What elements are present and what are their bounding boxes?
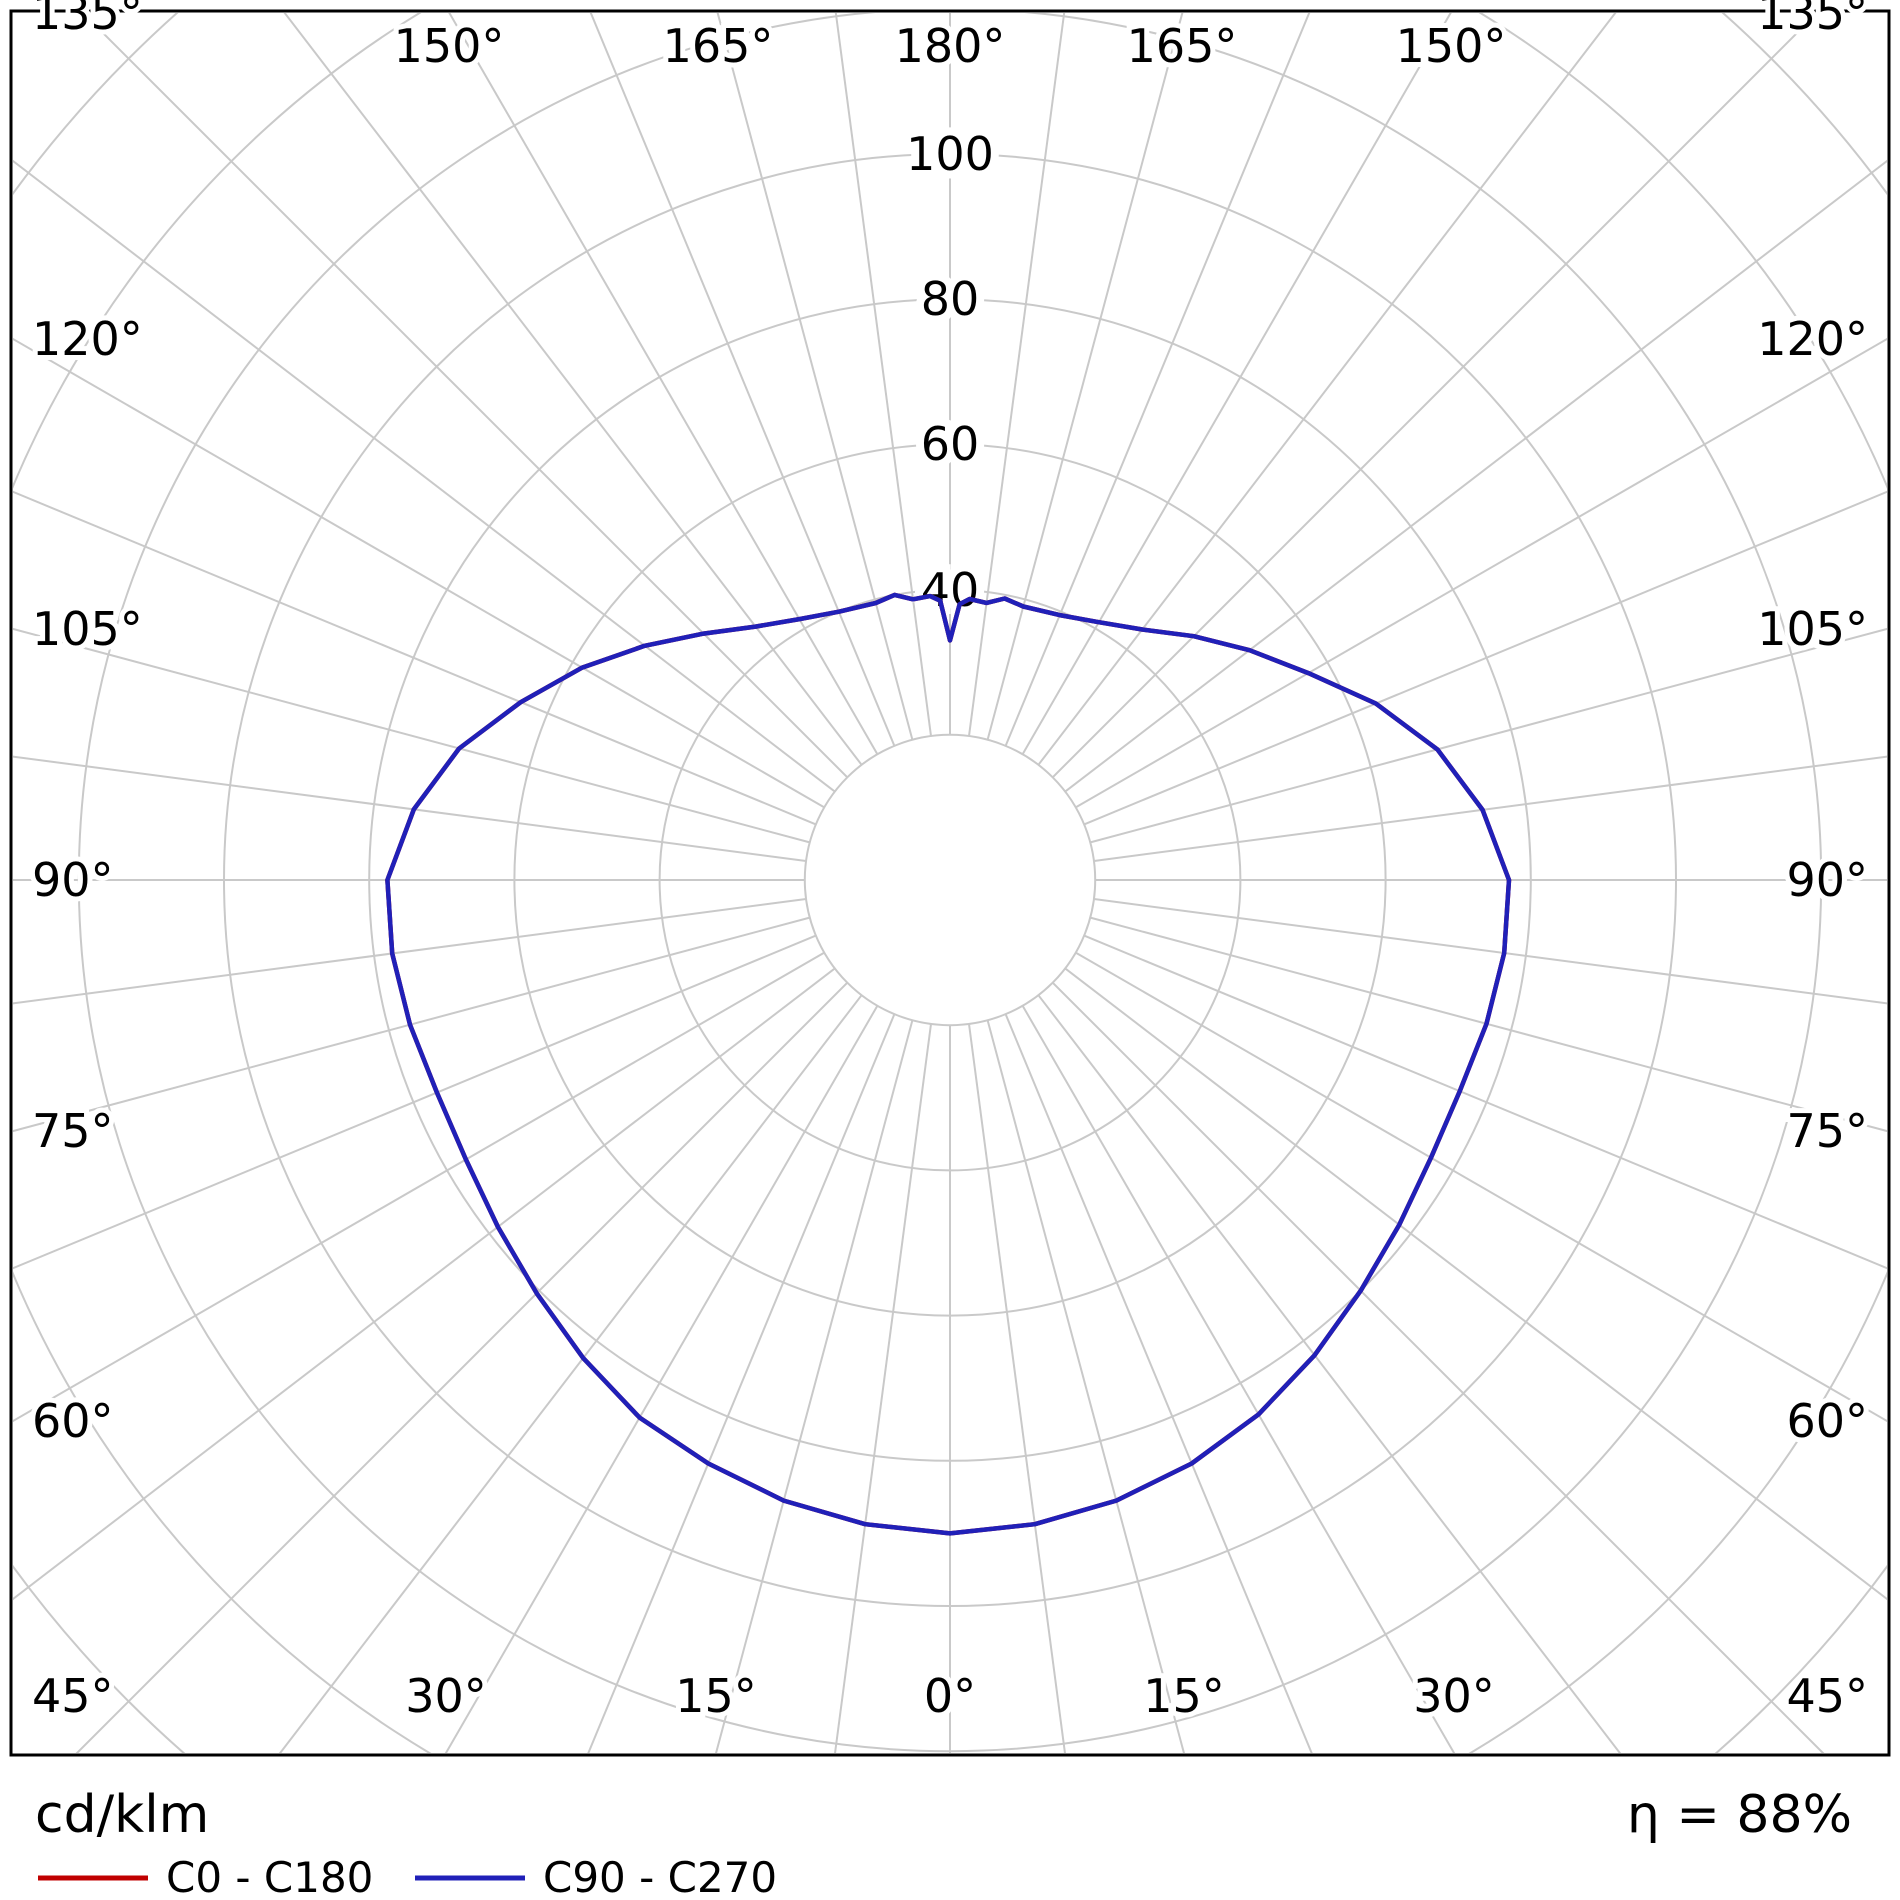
radial-tick-label: 40 — [921, 563, 980, 617]
grid-spoke — [13, 159, 836, 793]
grid-spoke — [13, 951, 825, 1423]
grid-spoke — [986, 1020, 1185, 1753]
grid-spoke — [13, 337, 825, 809]
grid-ring — [803, 733, 1097, 1027]
radial-tick-labels: 40 60 80 100 — [898, 119, 1002, 625]
radial-tick-label: 100 — [906, 127, 994, 181]
angle-label: 120° — [1757, 312, 1868, 366]
angle-label: 45° — [1786, 1669, 1868, 1723]
grid-spoke — [587, 1013, 896, 1753]
angle-label: 105° — [32, 602, 143, 656]
angle-label: 135° — [32, 0, 143, 40]
curve-C90-C270 — [385, 592, 1512, 1536]
grid-spoke — [448, 13, 879, 755]
grid-spoke — [75, 981, 849, 1753]
grid-spoke — [1021, 13, 1452, 755]
angle-label: 180° — [895, 19, 1006, 73]
grid-spoke — [1037, 13, 1617, 766]
legend-label-c90-c270: C90 - C270 — [543, 1853, 777, 1900]
grid-spoke — [1064, 159, 1887, 793]
grid-spoke — [1021, 1005, 1456, 1753]
grid-spoke — [278, 994, 863, 1753]
efficiency-label: η = 88% — [1627, 1785, 1852, 1845]
grid-spoke — [589, 13, 896, 747]
grid-spoke — [444, 1005, 879, 1753]
angle-label: 105° — [1757, 602, 1868, 656]
angle-label: 90° — [1786, 853, 1868, 907]
angle-label: 120° — [32, 312, 143, 366]
angle-label: 0° — [924, 1669, 976, 1723]
grid-spoke — [1083, 934, 1887, 1270]
plot-border — [9, 9, 1891, 1757]
grid-spoke — [1090, 627, 1887, 844]
grid-spoke — [715, 1020, 914, 1753]
angle-label: 135° — [1757, 0, 1868, 40]
grid-spoke — [1093, 898, 1887, 1005]
grid-spoke — [1064, 967, 1887, 1601]
angle-label: 75° — [1786, 1104, 1868, 1158]
grid-spoke — [1093, 755, 1887, 862]
angle-label: 30° — [1413, 1669, 1495, 1723]
grid-spoke — [968, 1023, 1066, 1753]
grid-spoke — [1051, 13, 1819, 779]
grid-spoke — [1051, 981, 1825, 1753]
grid-spoke — [13, 967, 836, 1601]
grid-spoke — [81, 13, 849, 779]
angle-label: 75° — [32, 1104, 114, 1158]
angle-label: 30° — [405, 1669, 487, 1723]
radial-tick-label: 60 — [921, 417, 980, 471]
curves — [385, 592, 1512, 1536]
grid-spoke — [13, 934, 817, 1270]
angle-label: 15° — [1143, 1669, 1225, 1723]
angle-label: 150° — [394, 19, 505, 73]
angle-label: 150° — [1396, 19, 1507, 73]
grid-spoke — [834, 1023, 932, 1753]
angle-label: 165° — [1127, 19, 1238, 73]
angle-label: 165° — [663, 19, 774, 73]
grid-spoke — [1083, 490, 1887, 826]
legend-label-c0-c180: C0 - C180 — [166, 1853, 373, 1900]
grid-spoke — [13, 627, 810, 844]
grid-spoke — [13, 755, 807, 862]
grid-spoke — [716, 13, 914, 740]
grid-spoke — [1004, 1013, 1313, 1753]
grid-spoke — [1075, 337, 1887, 809]
angle-labels: 0° 15° 15° 30° 30° 45° 45° 60° 60° 75° 75° 90° 90° 10… — [27, 0, 1873, 1728]
grid-spoke — [13, 490, 817, 826]
grid-spoke — [1037, 994, 1622, 1753]
grid-spoke — [13, 916, 810, 1133]
grid-spoke — [1075, 951, 1887, 1423]
angle-label: 45° — [32, 1669, 114, 1723]
grid-spoke — [1004, 13, 1311, 747]
angle-label: 90° — [32, 853, 114, 907]
unit-label: cd/klm — [35, 1785, 209, 1845]
grid-spoke — [13, 898, 807, 1005]
angle-label: 60° — [32, 1394, 114, 1448]
grid-spoke — [1090, 916, 1887, 1133]
grid-spoke — [283, 13, 863, 766]
angle-label: 15° — [675, 1669, 757, 1723]
grid-spoke — [834, 13, 932, 737]
grid-spoke — [968, 13, 1066, 737]
radial-tick-label: 80 — [921, 272, 980, 326]
angle-label: 60° — [1786, 1394, 1868, 1448]
grid-spoke — [986, 13, 1184, 740]
legend: C0 - C180 C90 - C270 — [38, 1853, 777, 1900]
